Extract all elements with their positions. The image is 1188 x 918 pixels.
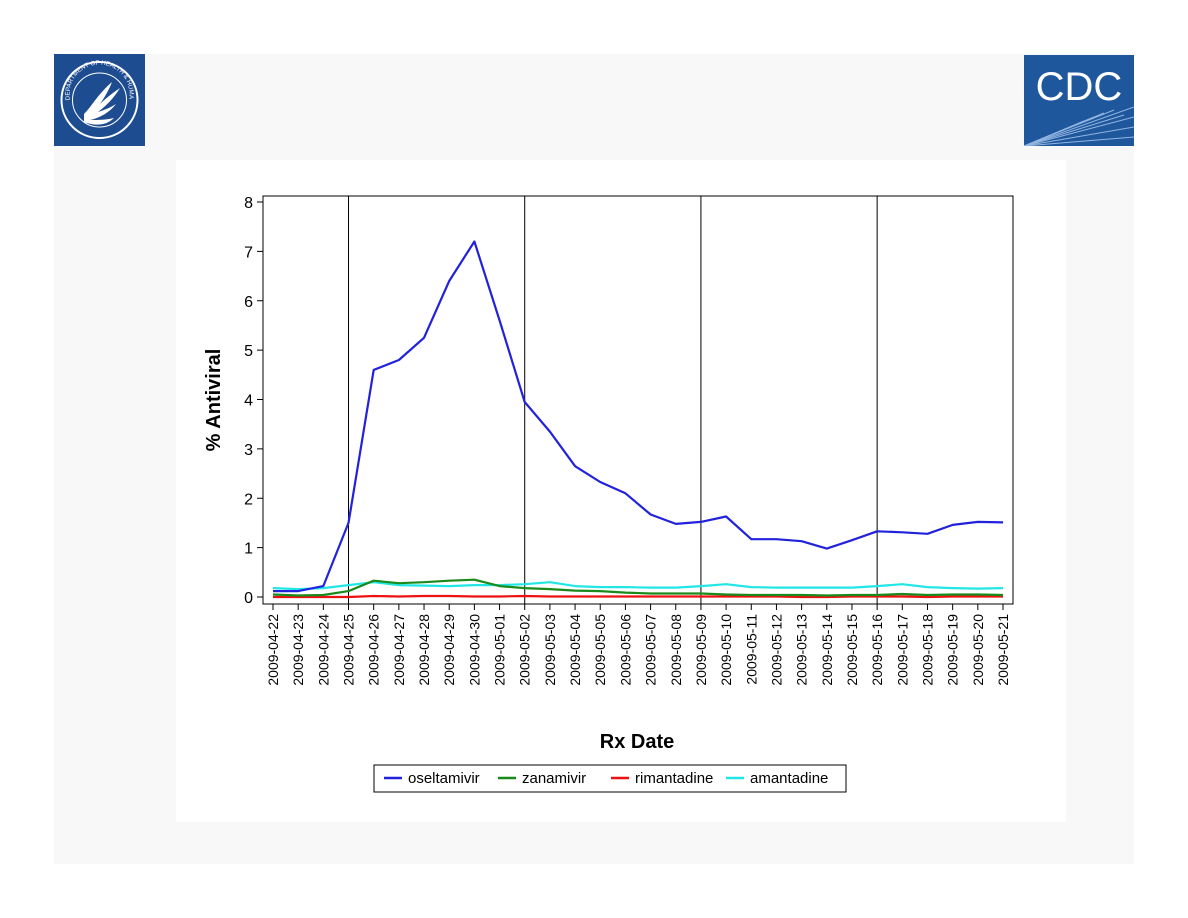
series-lines xyxy=(272,240,1004,599)
legend-box xyxy=(373,764,847,793)
y-tick-label: 4 xyxy=(244,393,253,410)
x-tick-label: 2009-05-08 xyxy=(668,614,684,686)
x-tick-label: 2009-05-06 xyxy=(617,614,633,686)
x-axis: 2009-04-22 2009-04-23 2009-04-24 2009-04-25… xyxy=(265,604,1011,686)
legend-label-oseltamivir: oseltamivir xyxy=(408,770,480,787)
hhs-seal-text: DEPARTMENT OF HEALTH & HUMAN SERVICES • … xyxy=(54,54,135,101)
x-tick-label: 2009-04-30 xyxy=(466,614,482,686)
y-tick-label: 2 xyxy=(244,491,253,508)
series-line-zanamivir xyxy=(272,578,1004,597)
x-tick-label: 2009-05-10 xyxy=(718,614,734,686)
y-axis-label: % Antiviral xyxy=(203,349,225,452)
hhs-seal-logo: DEPARTMENT OF HEALTH & HUMAN SERVICES • … xyxy=(52,49,145,146)
x-tick-label: 2009-05-03 xyxy=(542,614,558,686)
x-tick-label: 2009-04-29 xyxy=(441,614,457,686)
x-tick-label: 2009-05-04 xyxy=(567,614,583,686)
y-tick-label: 3 xyxy=(244,442,253,459)
y-tick-label: 0 xyxy=(244,590,253,607)
x-tick-label: 2009-05-21 xyxy=(995,614,1011,686)
chart-panel: 0 1 2 3 4 5 6 7 8 2009-04-22 2009-04-23 2009-04-24… xyxy=(176,160,1066,822)
x-tick-label: 2009-04-25 xyxy=(341,614,357,686)
y-tick-label: 5 xyxy=(244,343,253,360)
x-tick-label: 2009-05-09 xyxy=(693,614,709,686)
series-line-oseltamivir xyxy=(273,240,1004,593)
reference-lines xyxy=(348,196,878,604)
legend-label-rimantadine: rimantadine xyxy=(635,770,713,787)
x-tick-label: 2009-05-02 xyxy=(517,614,533,686)
x-tick-label: 2009-05-13 xyxy=(794,614,810,686)
x-tick-label: 2009-05-17 xyxy=(894,614,910,686)
plot-frame xyxy=(262,195,1014,605)
x-tick-label: 2009-04-28 xyxy=(416,614,432,686)
x-tick-label: 2009-05-12 xyxy=(768,614,784,686)
x-tick-label: 2009-05-05 xyxy=(592,614,608,686)
series-line-amantadine xyxy=(272,581,1004,591)
x-tick-label: 2009-05-01 xyxy=(492,614,508,686)
line-chart: 0 1 2 3 4 5 6 7 8 2009-04-22 2009-04-23 2009-04-24… xyxy=(203,195,1014,793)
x-tick-label: 2009-05-11 xyxy=(743,614,759,685)
x-tick-label: 2009-05-18 xyxy=(919,614,935,686)
cdc-logo: CDC xyxy=(1023,55,1135,147)
y-tick-label: 8 xyxy=(244,195,253,212)
x-tick-label: 2009-04-22 xyxy=(265,614,281,686)
x-tick-label: 2009-04-26 xyxy=(366,614,382,686)
x-tick-label: 2009-05-14 xyxy=(819,614,835,686)
legend: oseltamivir zanamivir rimantadine amantadin… xyxy=(373,764,847,793)
legend-label-zanamivir: zanamivir xyxy=(522,770,586,787)
x-tick-label: 2009-04-23 xyxy=(290,614,306,686)
y-tick-label: 6 xyxy=(244,294,253,311)
x-tick-label: 2009-04-27 xyxy=(391,614,407,686)
x-tick-label: 2009-04-24 xyxy=(315,614,331,686)
series-line-rimantadine xyxy=(273,594,1003,599)
cdc-logo-text: CDC xyxy=(1036,65,1123,109)
x-tick-label: 2009-05-20 xyxy=(970,614,986,686)
eagle-icon xyxy=(84,82,120,125)
x-axis-label: Rx Date xyxy=(600,731,674,753)
x-tick-label: 2009-05-07 xyxy=(643,614,659,686)
y-axis: 0 1 2 3 4 5 6 7 8 xyxy=(244,195,263,607)
legend-label-amantadine: amantadine xyxy=(750,770,828,787)
y-tick-label: 1 xyxy=(244,541,253,558)
y-tick-label: 7 xyxy=(244,244,253,261)
x-tick-label: 2009-05-15 xyxy=(844,614,860,686)
x-tick-label: 2009-05-19 xyxy=(945,614,961,686)
x-tick-label: 2009-05-16 xyxy=(869,614,885,686)
